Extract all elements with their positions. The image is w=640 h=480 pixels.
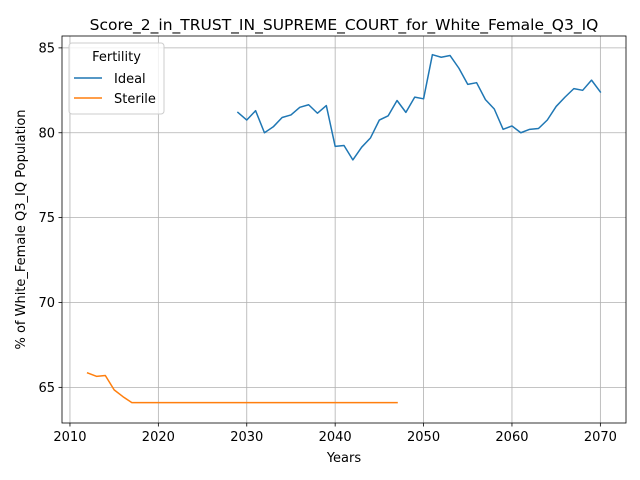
y-tick-label: 65	[38, 381, 55, 396]
x-tick-label: 2070	[584, 430, 617, 445]
y-axis-label: % of White_Female Q3_IQ Population	[14, 109, 29, 349]
x-tick-label: 2020	[142, 430, 175, 445]
y-axis: 65 70 75 80 85	[38, 41, 62, 396]
x-tick-label: 2050	[407, 430, 440, 445]
y-tick-label: 70	[38, 296, 55, 311]
series-line-sterile	[86, 371, 398, 404]
y-tick-label: 85	[38, 41, 55, 56]
x-tick-label: 2010	[53, 430, 86, 445]
y-tick-label: 80	[38, 126, 55, 141]
legend-label-ideal: Ideal	[114, 72, 146, 87]
x-tick-label: 2030	[230, 430, 263, 445]
legend-title: Fertility	[92, 50, 141, 65]
plot-frame	[61, 35, 627, 424]
x-tick-label: 2060	[495, 430, 528, 445]
legend: Fertility Ideal Sterile	[68, 42, 165, 115]
x-tick-label: 2040	[319, 430, 352, 445]
x-axis: 2010 2020 2030 2040 2050 2060 2070	[53, 423, 617, 445]
series-line-ideal	[236, 53, 602, 161]
legend-label-sterile: Sterile	[114, 92, 156, 107]
series-lines	[86, 53, 602, 404]
y-tick-label: 75	[38, 211, 55, 226]
chart-title: Score_2_in_TRUST_IN_SUPREME_COURT_for_Wh…	[90, 16, 599, 35]
legend-box	[68, 42, 165, 115]
x-axis-label: Years	[326, 451, 362, 466]
